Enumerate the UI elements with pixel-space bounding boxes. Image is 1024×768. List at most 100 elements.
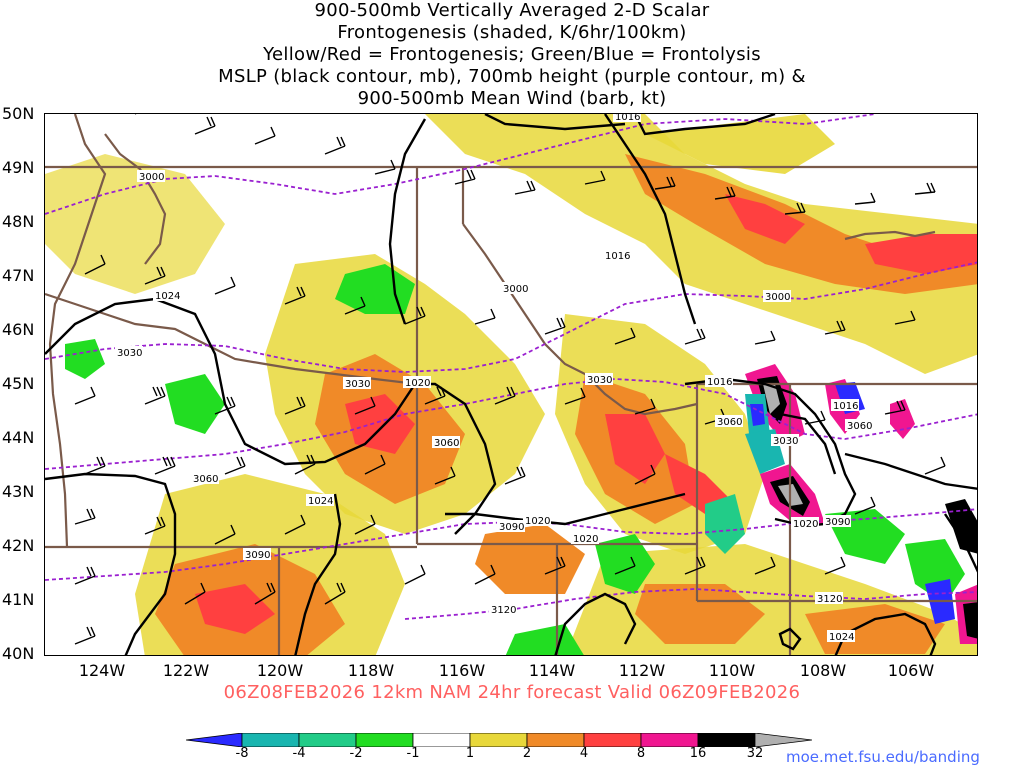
lon-label-124w: 124W [78, 661, 126, 680]
height-label: 3030 [771, 434, 799, 447]
svg-text:3000: 3000 [503, 284, 528, 295]
height-label: 3000 [137, 170, 165, 183]
mslp-label: 1020 [571, 532, 599, 545]
colorbar-label: 2 [522, 746, 532, 761]
mslp-label: 1020 [523, 514, 551, 527]
height-label: 3030 [343, 377, 371, 390]
colorbar-red [583, 732, 642, 748]
colorbar-orange [526, 732, 585, 748]
height-label: 3120 [815, 592, 843, 605]
svg-text:3060: 3060 [717, 417, 742, 428]
mslp-label: 1024 [827, 630, 855, 643]
mslp-label: 1016 [831, 399, 859, 412]
height-label: 3030 [585, 373, 613, 386]
colorbar-label: 4 [579, 746, 589, 761]
colorbar-teal [298, 732, 357, 748]
svg-text:3000: 3000 [765, 292, 790, 303]
title-line-1: 900-500mb Vertically Averaged 2-D Scalar [314, 0, 710, 21]
svg-text:3120: 3120 [491, 605, 516, 616]
title-line-3: Yellow/Red = Frontogenesis; Green/Blue =… [263, 44, 761, 65]
lon-label-106w: 106W [887, 661, 935, 680]
svg-text:1024: 1024 [155, 291, 180, 302]
shading-layer [45, 114, 977, 655]
colorbar-blue [185, 732, 243, 748]
svg-text:3030: 3030 [117, 348, 142, 359]
lat-label-41n: 41N [2, 590, 35, 609]
svg-text:3000: 3000 [139, 172, 164, 183]
source-url[interactable]: moe.met.fsu.edu/banding [786, 748, 980, 766]
mslp-label: 1016 [603, 249, 631, 262]
svg-text:1020: 1020 [573, 534, 598, 545]
mslp-label: 1020 [791, 517, 819, 530]
contour-labels: 1016 1024 1016 1020 1016 1016 1020 1024 … [115, 114, 873, 643]
svg-text:3030: 3030 [345, 379, 370, 390]
lon-label-116w: 116W [438, 661, 486, 680]
svg-text:1024: 1024 [829, 632, 854, 643]
svg-text:1020: 1020 [793, 519, 818, 530]
frontogenesis-map: 1016 1024 1016 1020 1016 1016 1020 1024 … [45, 114, 977, 655]
svg-text:1016: 1016 [707, 377, 732, 388]
colorbar-green [355, 732, 414, 748]
colorbar-magenta [640, 732, 699, 748]
map-panel: 1016 1024 1016 1020 1016 1016 1020 1024 … [44, 113, 978, 656]
mslp-label: 1024 [306, 494, 334, 507]
svg-text:3030: 3030 [773, 436, 798, 447]
svg-text:1016: 1016 [605, 251, 630, 262]
lat-label-40n: 40N [2, 644, 35, 663]
lat-label-46n: 46N [2, 320, 35, 339]
colorbar-gray [754, 732, 813, 748]
lat-label-45n: 45N [2, 374, 35, 393]
lon-label-110w: 110W [708, 661, 756, 680]
svg-text:3060: 3060 [847, 421, 872, 432]
svg-text:3120: 3120 [817, 594, 842, 605]
height-label: 3120 [489, 603, 517, 616]
svg-text:1016: 1016 [833, 401, 858, 412]
colorbar-label: -2 [349, 746, 363, 761]
lat-label-43n: 43N [2, 482, 35, 501]
colorbar-label: -1 [406, 746, 420, 761]
colorbar-white [412, 732, 471, 748]
svg-text:3090: 3090 [499, 522, 524, 533]
lat-label-44n: 44N [2, 428, 35, 447]
lon-label-118w: 118W [347, 661, 395, 680]
svg-text:3060: 3060 [434, 438, 459, 449]
mslp-label: 1024 [153, 289, 181, 302]
svg-text:3030: 3030 [587, 375, 612, 386]
lat-label-49n: 49N [2, 158, 35, 177]
lat-label-42n: 42N [2, 536, 35, 555]
height-label: 3060 [715, 415, 743, 428]
svg-text:3060: 3060 [193, 474, 218, 485]
lat-label-48n: 48N [2, 212, 35, 231]
title-line-5: 900-500mb Mean Wind (barb, kt) [357, 88, 667, 109]
title-line-4: MSLP (black contour, mb), 700mb height (… [218, 66, 806, 87]
svg-text:1016: 1016 [615, 114, 640, 123]
height-label: 3090 [243, 548, 271, 561]
colorbar [185, 732, 813, 748]
wind-barbs [74, 114, 946, 645]
forecast-valid-label: 06Z08FEB2026 12km NAM 24hr forecast Vali… [223, 682, 801, 703]
height-label: 3030 [115, 346, 143, 359]
mslp-label: 1020 [403, 376, 431, 389]
svg-text:1020: 1020 [405, 378, 430, 389]
svg-text:3090: 3090 [825, 517, 850, 528]
svg-text:3090: 3090 [245, 550, 270, 561]
height-label: 3090 [823, 515, 851, 528]
lon-label-112w: 112W [618, 661, 666, 680]
svg-text:1024: 1024 [308, 496, 333, 507]
lon-label-114w: 114W [528, 661, 576, 680]
colorbar-black [697, 732, 756, 748]
height-label: 3090 [497, 520, 525, 533]
colorbar-cyan [241, 732, 300, 748]
colorbar-label: 16 [689, 746, 707, 761]
svg-text:1020: 1020 [525, 516, 550, 527]
colorbar-label: -4 [292, 746, 306, 761]
lon-label-122w: 122W [162, 661, 210, 680]
colorbar-label: 1 [465, 746, 475, 761]
mslp-label: 1016 [705, 375, 733, 388]
height-label: 3060 [845, 419, 873, 432]
colorbar-label: -8 [235, 746, 249, 761]
lon-label-120w: 120W [256, 661, 304, 680]
height-label: 3060 [432, 436, 460, 449]
lat-label-50n: 50N [2, 104, 35, 123]
colorbar-label: 8 [636, 746, 646, 761]
